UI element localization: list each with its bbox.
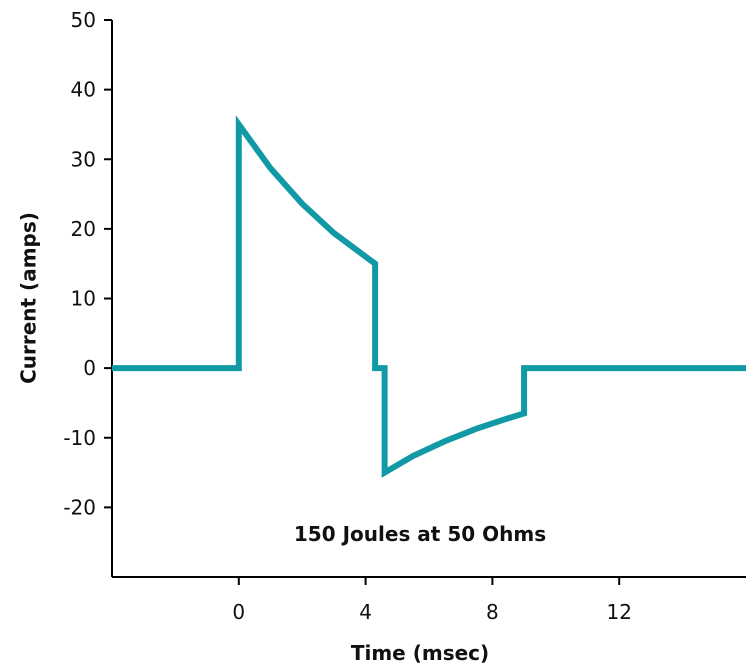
annotation: 150 Joules at 50 Ohms: [294, 522, 546, 546]
x-tick-label: 8: [486, 600, 499, 624]
y-tick-label: -10: [63, 426, 96, 450]
y-tick-label: -20: [63, 495, 96, 519]
line: [112, 115, 746, 478]
x-tick-label: 0: [232, 600, 245, 624]
y-tick-label: 0: [83, 356, 96, 380]
y-tick-label: 10: [71, 287, 96, 311]
y-tick-label: 40: [71, 78, 96, 102]
x-axis-label: Time (msec): [351, 641, 489, 665]
x-tick-label: 4: [359, 600, 372, 624]
y-axis-label: Current (amps): [17, 212, 41, 384]
x-tick-label: 12: [606, 600, 631, 624]
y-tick-label: 30: [71, 147, 96, 171]
y-tick-label: 20: [71, 217, 96, 241]
y-tick-label: 50: [71, 8, 96, 32]
